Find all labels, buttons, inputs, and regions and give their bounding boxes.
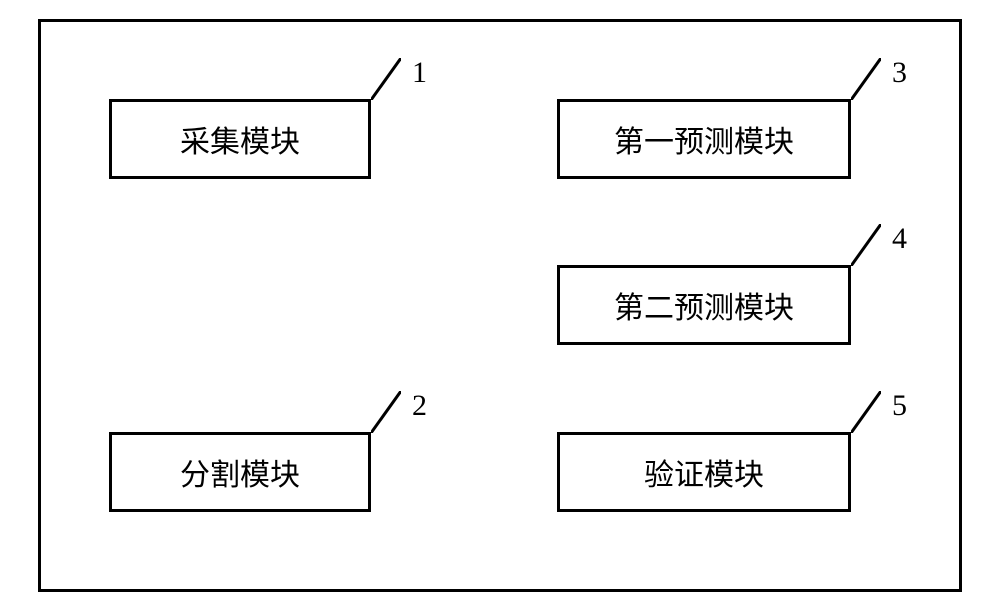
module-4-callout-number: 4: [892, 222, 907, 256]
module-4-callout-tick: [851, 224, 881, 266]
module-5-callout-tick: [851, 391, 881, 433]
module-2-callout-number: 2: [412, 389, 427, 423]
module-1-callout-tick: [371, 58, 401, 100]
module-3-label: 第一预测模块: [614, 117, 794, 161]
module-3-callout-tick: [851, 58, 881, 100]
module-2-callout-tick: [371, 391, 401, 433]
module-5-label: 验证模块: [644, 450, 764, 494]
module-1-callout-number: 1: [412, 56, 427, 90]
module-2-box: 分割模块: [109, 432, 371, 512]
module-5-callout-number: 5: [892, 389, 907, 423]
module-5-box: 验证模块: [557, 432, 851, 512]
module-1-label: 采集模块: [180, 117, 300, 161]
module-3-callout-number: 3: [892, 56, 907, 90]
module-3-box: 第一预测模块: [557, 99, 851, 179]
module-1-box: 采集模块: [109, 99, 371, 179]
module-4-label: 第二预测模块: [614, 283, 794, 327]
module-2-label: 分割模块: [180, 450, 300, 494]
module-4-box: 第二预测模块: [557, 265, 851, 345]
